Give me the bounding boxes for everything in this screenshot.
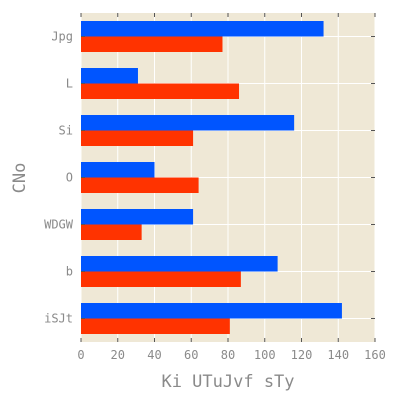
x-tick-label: 0	[77, 348, 84, 362]
y-tick-label: L	[66, 77, 73, 91]
bar-series-2	[81, 224, 142, 240]
x-tick-label: 40	[147, 348, 161, 362]
bar-series-2	[81, 130, 194, 146]
y-axis-title: CNo	[10, 163, 30, 194]
bar-series-1	[81, 209, 194, 225]
y-tick-labels: Jpg L Si O WDGW b iSJt	[44, 30, 74, 326]
x-tick-label: 120	[291, 348, 313, 362]
bar-series-1	[81, 21, 324, 37]
bar-series-1	[81, 303, 342, 319]
bar-series-2	[81, 318, 230, 334]
bar-series-2	[81, 83, 240, 99]
x-tick-label: 160	[364, 348, 386, 362]
x-tick-label: 140	[327, 348, 349, 362]
bar-series-2	[81, 177, 199, 193]
bar-series-2	[81, 271, 241, 287]
bars	[81, 21, 342, 334]
x-tick-label: 60	[184, 348, 198, 362]
bar-series-1	[81, 115, 295, 131]
x-tick-label: 100	[254, 348, 276, 362]
y-tick-label: WDGW	[44, 218, 74, 232]
bar-series-1	[81, 68, 138, 84]
tick-marks	[80, 13, 376, 342]
bar-series-1	[81, 256, 278, 272]
y-tick-label: b	[66, 265, 73, 279]
x-tick-labels: 0 20 40 60 80 100 120 140 160	[77, 348, 385, 362]
y-tick-label: O	[66, 171, 73, 185]
x-axis-title: Ki UTuJvf sTy	[161, 372, 294, 392]
y-tick-label: iSJt	[44, 312, 73, 326]
bar-series-1	[81, 162, 155, 178]
x-tick-label: 80	[221, 348, 235, 362]
y-tick-label: Jpg	[51, 30, 73, 44]
y-tick-label: Si	[59, 124, 73, 138]
x-tick-label: 20	[111, 348, 125, 362]
bar-series-2	[81, 36, 223, 52]
